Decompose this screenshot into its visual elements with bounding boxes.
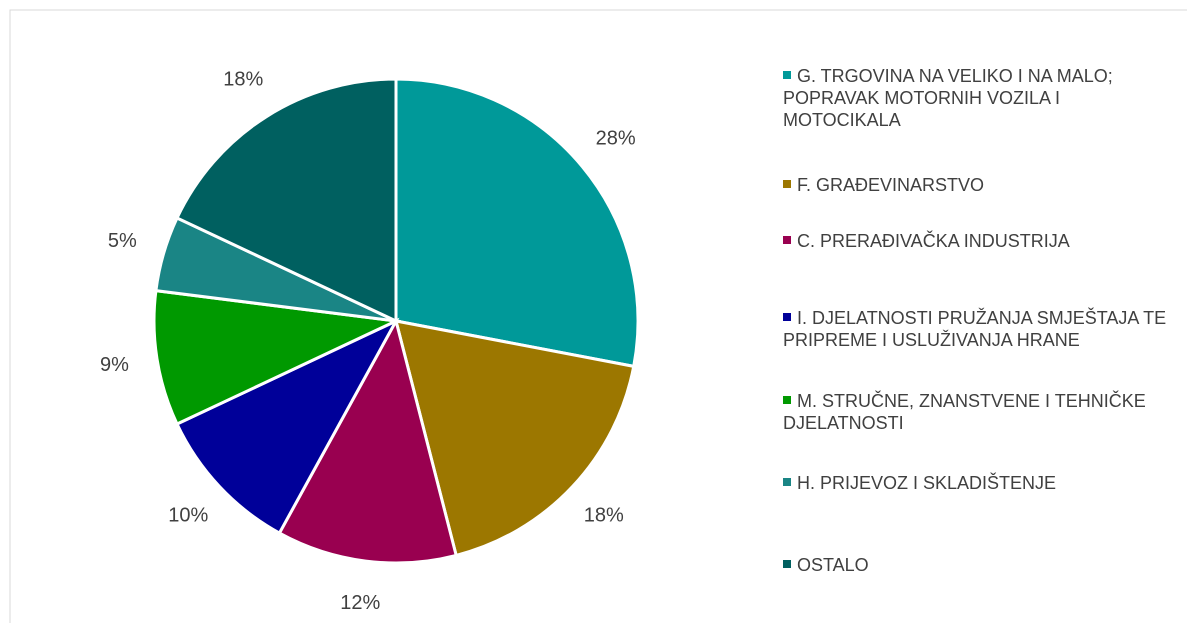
legend-swatch (783, 71, 791, 79)
legend-swatch (783, 180, 791, 188)
legend-label: C. PRERAĐIVAČKA INDUSTRIJA (797, 231, 1070, 251)
legend-label: F. GRAĐEVINARSTVO (797, 175, 985, 195)
slice (277, 316, 459, 565)
legend-label: I. DJELATNOSTI PRUŽANJA SMJEŠTAJA TE PRI… (783, 308, 1167, 350)
legend-swatch (783, 478, 791, 486)
legend-swatch (783, 313, 791, 321)
legend-item: I. DJELATNOSTI PRUŽANJA SMJEŠTAJA TE PRI… (783, 307, 1178, 351)
legend-label: H. PRIJEVOZ I SKLADIŠTENJE (797, 473, 1057, 493)
legend-item: H. PRIJEVOZ I SKLADIŠTENJE (783, 472, 1178, 494)
legend-label: OSTALO (797, 555, 869, 575)
data-label: 9% (100, 354, 129, 376)
legend-label: G. TRGOVINA NA VELIKO I NA MALO; POPRAVA… (783, 66, 1113, 130)
slice (175, 317, 400, 536)
legend-item: M. STRUČNE, ZNANSTVENE I TEHNIČKE DJELAT… (783, 390, 1178, 434)
data-label: 18% (223, 69, 263, 91)
data-label: 12% (340, 592, 380, 614)
slice (393, 319, 636, 558)
data-label: 18% (584, 504, 624, 526)
legend-swatch (783, 236, 791, 244)
legend-item: G. TRGOVINA NA VELIKO I NA MALO; POPRAVA… (783, 65, 1178, 131)
data-label: 28% (596, 128, 636, 150)
legend-label: M. STRUČNE, ZNANSTVENE I TEHNIČKE DJELAT… (783, 391, 1146, 433)
legend-item: OSTALO (783, 554, 1178, 576)
legend-swatch (783, 396, 791, 404)
legend-item: F. GRAĐEVINARSTVO (783, 174, 1178, 196)
slice (175, 77, 398, 324)
frame (9, 9, 1187, 623)
slice (394, 77, 640, 369)
data-label: 10% (168, 504, 208, 526)
data-label: 5% (108, 230, 137, 252)
slice (152, 288, 402, 427)
legend-item: C. PRERAĐIVAČKA INDUSTRIJA (783, 230, 1178, 252)
legend-swatch (783, 560, 791, 568)
